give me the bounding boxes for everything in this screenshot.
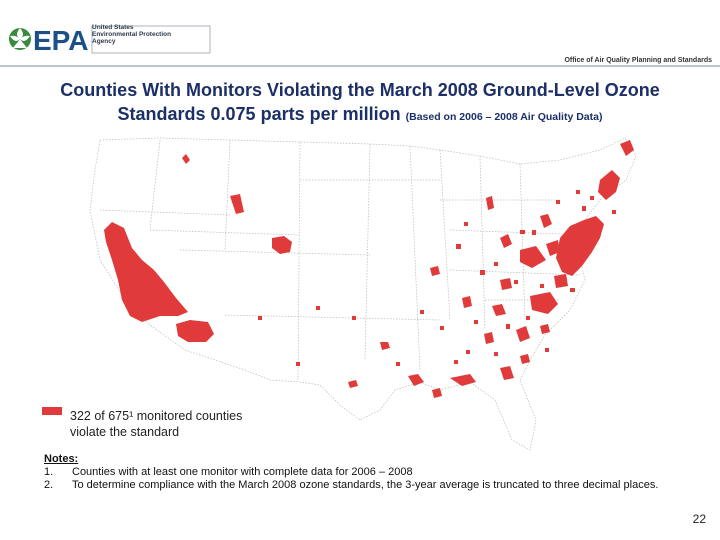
header: EPA United States Environmental Protecti… xyxy=(0,0,720,72)
county-small xyxy=(532,230,536,235)
us-county-map xyxy=(89,137,637,451)
county-small xyxy=(474,320,478,324)
county-cluster-new-england xyxy=(598,170,620,200)
county-small xyxy=(316,306,320,310)
county-small xyxy=(590,196,594,200)
county-small xyxy=(464,222,468,226)
county-small xyxy=(352,316,356,320)
county-cluster-kansas-city xyxy=(430,266,440,276)
slide-title: Counties With Monitors Violating the Mar… xyxy=(0,78,720,129)
county-cluster-texas-dallas xyxy=(380,342,390,350)
epa-flower-icon xyxy=(9,28,31,50)
county-cluster-atlanta xyxy=(516,326,530,342)
county-cluster-texas-elpaso xyxy=(348,380,358,388)
county-cluster-st-louis xyxy=(462,296,472,308)
county-small xyxy=(456,244,461,249)
county-cluster-detroit xyxy=(540,214,552,228)
title-line-2: Standards 0.075 parts per million (Based… xyxy=(117,104,603,124)
county-cluster-alabama xyxy=(484,332,494,344)
violating-counties xyxy=(104,140,634,398)
agency-name: United States Environmental Protection A… xyxy=(92,24,172,45)
county-cluster-california xyxy=(104,222,188,322)
county-cluster-virginia xyxy=(554,274,568,288)
note-item: 1. Counties with at least one monitor wi… xyxy=(44,466,413,478)
county-small xyxy=(526,316,530,320)
header-rule xyxy=(0,65,720,67)
county-small xyxy=(494,352,498,356)
notes-header: Notes: xyxy=(44,453,79,465)
county-cluster-colorado xyxy=(272,236,292,254)
county-small xyxy=(582,206,586,211)
county-cluster-tennessee xyxy=(492,304,506,316)
legend-swatch xyxy=(42,407,62,415)
county-cluster-carolinas xyxy=(530,292,558,314)
county-cluster-northeast xyxy=(556,216,604,276)
county-cluster-south-2 xyxy=(520,354,530,364)
county-cluster-florida xyxy=(500,366,514,380)
county-small xyxy=(494,262,498,266)
epa-wordmark: EPA xyxy=(33,25,89,56)
county-cluster-milwaukee xyxy=(486,196,494,210)
county-small xyxy=(296,362,300,366)
county-small xyxy=(420,310,424,314)
county-small xyxy=(454,360,458,364)
page-number: 22 xyxy=(692,512,706,526)
county-small xyxy=(440,326,444,330)
county-cluster-texas-houston xyxy=(408,374,424,386)
county-small xyxy=(576,190,580,194)
county-cluster-ohio xyxy=(520,246,546,268)
county-small xyxy=(570,288,575,292)
county-small xyxy=(396,362,400,366)
note-item: 2. To determine compliance with the Marc… xyxy=(44,479,659,491)
county-small xyxy=(520,230,525,234)
county-small xyxy=(514,280,518,284)
county-cluster-pennsylvania xyxy=(546,240,560,256)
county-small xyxy=(466,350,470,354)
county-cluster-south-3 xyxy=(540,324,550,334)
county-small xyxy=(540,284,544,288)
office-name: Office of Air Quality Planning and Stand… xyxy=(564,57,712,64)
county-cluster-gulf xyxy=(450,374,476,386)
legend-label: 322 of 675¹ monitored counties violate t… xyxy=(70,409,243,439)
county-small xyxy=(545,348,549,352)
county-cluster-arizona xyxy=(176,320,214,342)
county-small xyxy=(612,210,616,214)
epa-logo: EPA xyxy=(9,25,211,56)
county-small xyxy=(506,324,510,329)
county-small xyxy=(556,200,560,204)
county-cluster-utah xyxy=(230,194,244,214)
county-cluster-kentucky xyxy=(500,278,512,290)
county-cluster-maine xyxy=(620,140,634,156)
county-cluster-idaho xyxy=(182,154,190,164)
notes: Notes: 1. Counties with at least one mon… xyxy=(44,453,704,492)
county-cluster-chicago xyxy=(500,234,512,248)
county-small xyxy=(258,316,262,320)
county-small xyxy=(480,270,485,275)
state-boundaries xyxy=(89,137,637,451)
title-line-1: Counties With Monitors Violating the Mar… xyxy=(60,80,660,100)
county-cluster-baton-rouge xyxy=(432,388,442,398)
